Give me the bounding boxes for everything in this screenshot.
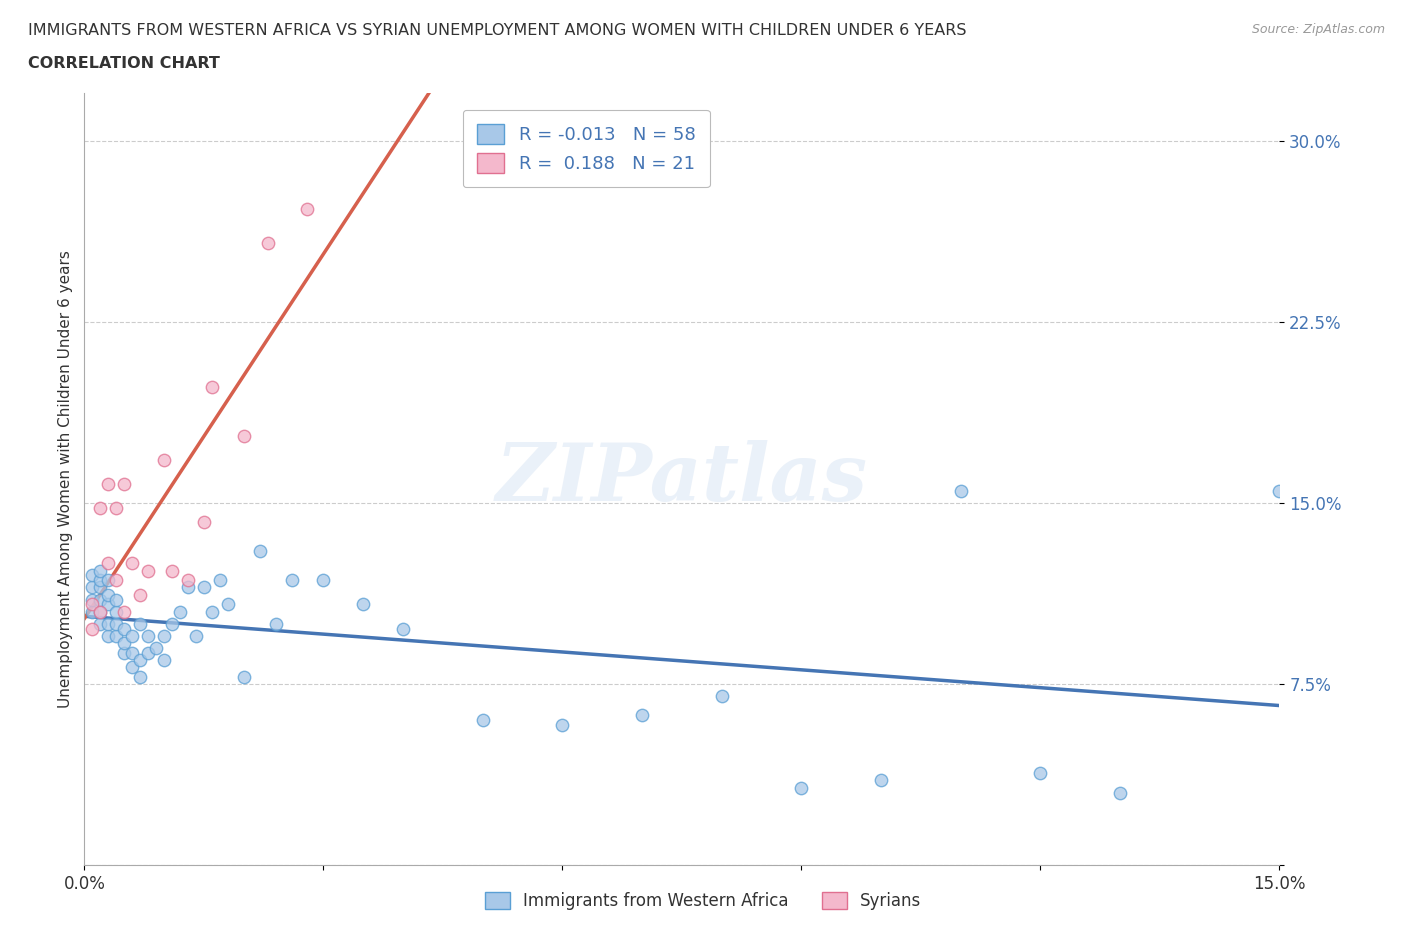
Point	[232, 428, 254, 443]
Point	[193, 580, 215, 595]
Point	[82, 597, 104, 612]
Point	[264, 617, 287, 631]
Point	[870, 773, 893, 788]
Point	[112, 476, 135, 491]
Point	[105, 500, 128, 515]
Point	[184, 629, 207, 644]
Point	[105, 617, 128, 631]
Point	[177, 573, 200, 588]
Legend: R = -0.013   N = 58, R =  0.188   N = 21: R = -0.013 N = 58, R = 0.188 N = 21	[463, 110, 710, 188]
Point	[153, 653, 176, 668]
Point	[169, 604, 191, 619]
Point	[89, 604, 111, 619]
Point	[105, 573, 128, 588]
Point	[112, 621, 135, 636]
Point	[97, 617, 120, 631]
Point	[97, 556, 120, 571]
Point	[129, 653, 152, 668]
Point	[121, 556, 143, 571]
Point	[97, 476, 120, 491]
Point	[112, 645, 135, 660]
Point	[105, 592, 128, 607]
Point	[89, 592, 111, 607]
Point	[297, 202, 319, 217]
Point	[249, 544, 271, 559]
Point	[82, 580, 104, 595]
Text: Source: ZipAtlas.com: Source: ZipAtlas.com	[1251, 23, 1385, 36]
Point	[105, 604, 128, 619]
Text: IMMIGRANTS FROM WESTERN AFRICA VS SYRIAN UNEMPLOYMENT AMONG WOMEN WITH CHILDREN : IMMIGRANTS FROM WESTERN AFRICA VS SYRIAN…	[28, 23, 966, 38]
Point	[97, 629, 120, 644]
Point	[136, 645, 159, 660]
Point	[82, 621, 104, 636]
Point	[790, 780, 813, 795]
Point	[136, 564, 159, 578]
Point	[89, 500, 111, 515]
Point	[471, 712, 494, 727]
Text: ZIPatlas: ZIPatlas	[496, 440, 868, 518]
Point	[97, 573, 120, 588]
Point	[145, 641, 167, 656]
Point	[121, 645, 143, 660]
Point	[121, 659, 143, 674]
Point	[82, 568, 104, 583]
Point	[97, 597, 120, 612]
Point	[256, 235, 278, 250]
Point	[312, 573, 335, 588]
Point	[129, 670, 152, 684]
Point	[121, 629, 143, 644]
Point	[89, 564, 111, 578]
Point	[97, 588, 120, 603]
Point	[177, 580, 200, 595]
Y-axis label: Unemployment Among Women with Children Under 6 years: Unemployment Among Women with Children U…	[58, 250, 73, 708]
Point	[129, 588, 152, 603]
Point	[1029, 765, 1052, 780]
Point	[153, 452, 176, 467]
Point	[208, 573, 231, 588]
Point	[392, 621, 415, 636]
Point	[112, 635, 135, 650]
Point	[193, 515, 215, 530]
Point	[129, 617, 152, 631]
Point	[105, 629, 128, 644]
Legend: Immigrants from Western Africa, Syrians: Immigrants from Western Africa, Syrians	[478, 885, 928, 917]
Point	[352, 597, 374, 612]
Point	[201, 604, 224, 619]
Point	[89, 617, 111, 631]
Point	[160, 564, 183, 578]
Point	[89, 580, 111, 595]
Point	[89, 604, 111, 619]
Point	[280, 573, 302, 588]
Point	[217, 597, 239, 612]
Point	[201, 379, 224, 394]
Point	[631, 708, 654, 723]
Text: CORRELATION CHART: CORRELATION CHART	[28, 56, 219, 71]
Point	[949, 484, 972, 498]
Point	[153, 629, 176, 644]
Point	[82, 592, 104, 607]
Point	[1268, 484, 1291, 498]
Point	[89, 573, 111, 588]
Point	[232, 670, 254, 684]
Point	[710, 688, 733, 703]
Point	[1109, 785, 1132, 800]
Point	[112, 604, 135, 619]
Point	[160, 617, 183, 631]
Point	[551, 718, 574, 733]
Point	[136, 629, 159, 644]
Point	[82, 604, 104, 619]
